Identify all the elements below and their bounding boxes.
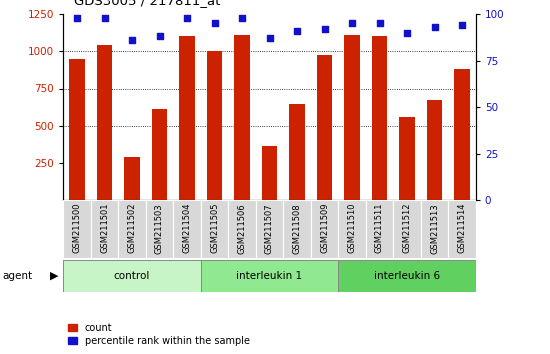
Bar: [427, 101, 442, 200]
Text: GSM211513: GSM211513: [430, 203, 439, 253]
Text: GSM211514: GSM211514: [458, 203, 466, 253]
Point: [238, 15, 246, 21]
Point: [293, 28, 301, 34]
Bar: [289, 104, 305, 200]
Bar: [118, 200, 146, 258]
Bar: [91, 200, 118, 258]
Bar: [152, 109, 167, 200]
Text: GSM211501: GSM211501: [100, 203, 109, 253]
Bar: [173, 200, 201, 258]
Text: GSM211512: GSM211512: [403, 203, 411, 253]
Point: [320, 26, 329, 32]
Bar: [234, 35, 250, 200]
Text: GSM211508: GSM211508: [293, 203, 301, 253]
Text: agent: agent: [3, 271, 33, 281]
Point: [265, 35, 274, 41]
Point: [73, 15, 81, 21]
Bar: [454, 69, 470, 200]
Text: ▶: ▶: [50, 271, 58, 281]
Bar: [372, 36, 387, 200]
Bar: [399, 118, 415, 200]
Legend: count, percentile rank within the sample: count, percentile rank within the sample: [68, 323, 250, 346]
Bar: [366, 200, 393, 258]
Text: GSM211509: GSM211509: [320, 203, 329, 253]
Point: [348, 21, 356, 26]
Text: interleukin 6: interleukin 6: [374, 271, 440, 281]
Text: GSM211506: GSM211506: [238, 203, 246, 253]
Bar: [311, 200, 338, 258]
Text: control: control: [114, 271, 150, 281]
Bar: [283, 200, 311, 258]
Point: [100, 15, 109, 21]
Text: GSM211505: GSM211505: [210, 203, 219, 253]
Point: [155, 34, 164, 39]
Text: GSM211511: GSM211511: [375, 203, 384, 253]
Text: interleukin 1: interleukin 1: [236, 271, 302, 281]
Point: [210, 21, 219, 26]
Bar: [344, 35, 360, 200]
Bar: [448, 200, 476, 258]
Text: GSM211507: GSM211507: [265, 203, 274, 253]
Bar: [317, 55, 332, 200]
Point: [183, 15, 191, 21]
Bar: [338, 200, 366, 258]
Point: [458, 23, 466, 28]
Bar: [69, 59, 85, 200]
Bar: [63, 200, 91, 258]
Bar: [207, 51, 222, 200]
Text: GSM211500: GSM211500: [73, 203, 81, 253]
Bar: [63, 260, 201, 292]
Text: GSM211510: GSM211510: [348, 203, 356, 253]
Point: [375, 21, 384, 26]
Bar: [201, 260, 338, 292]
Text: GSM211503: GSM211503: [155, 203, 164, 253]
Point: [403, 30, 411, 36]
Bar: [146, 200, 173, 258]
Point: [430, 24, 439, 30]
Bar: [421, 200, 448, 258]
Bar: [256, 200, 283, 258]
Bar: [179, 36, 195, 200]
Text: GSM211504: GSM211504: [183, 203, 191, 253]
Bar: [393, 200, 421, 258]
Text: GDS3005 / 217811_at: GDS3005 / 217811_at: [74, 0, 221, 7]
Bar: [338, 260, 476, 292]
Point: [128, 37, 136, 43]
Bar: [97, 45, 112, 200]
Bar: [228, 200, 256, 258]
Text: GSM211502: GSM211502: [128, 203, 136, 253]
Bar: [262, 147, 277, 200]
Bar: [124, 157, 140, 200]
Bar: [201, 200, 228, 258]
